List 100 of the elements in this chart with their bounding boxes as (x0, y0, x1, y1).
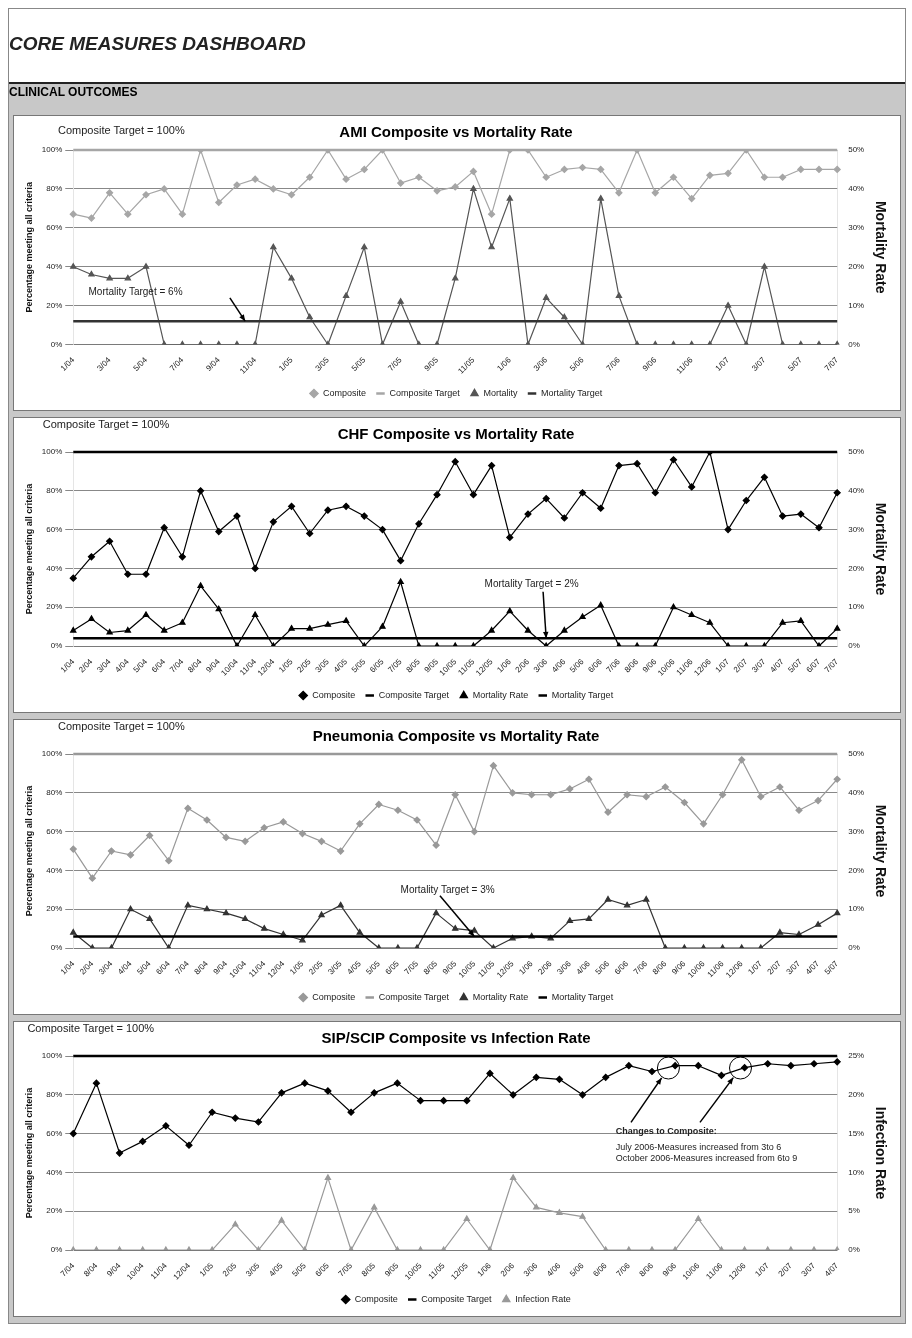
x-tick-label: 9/06 (660, 1260, 679, 1279)
text: CLINICAL OUTCOMES (9, 85, 138, 100)
x-tick-label: 7/04 (173, 958, 192, 977)
annotation: Mortality Target = 3% (400, 883, 495, 895)
y-tick-label: 100% (41, 145, 63, 155)
x-tick-label: 6/05 (368, 656, 386, 675)
x-tick-label: 4/04 (113, 656, 132, 675)
y2-tick-label: 20% (848, 261, 865, 271)
legend-label: Composite Target (378, 991, 450, 1002)
y-tick-label: 20% (46, 1206, 63, 1216)
x-tick-label: 3/06 (521, 1260, 540, 1279)
text: Composite Target = 100% (42, 417, 170, 430)
x-tick-label: 7/06 (631, 958, 650, 977)
y-tick-label: 80% (46, 1090, 63, 1100)
y-axis-title: Percentage meeting all criteria (23, 784, 34, 917)
y2-tick-label: 5% (848, 1206, 860, 1216)
y-axis-title: Percentage meeting all criteria (23, 180, 34, 313)
text: Composite Target = 100% (27, 1021, 155, 1034)
legend-label: Composite Target (389, 387, 461, 398)
y-tick-label: 80% (46, 486, 63, 496)
annotation: Mortality Target = 2% (484, 577, 579, 589)
chart-title: CHF Composite vs Mortality Rate (337, 425, 575, 443)
y2-tick-label: 50% (848, 447, 865, 457)
text: CORE MEASURES DASHBOARD (9, 32, 306, 54)
y2-tick-label: 10% (848, 1167, 865, 1177)
x-tick-label: 6/04 (149, 656, 168, 675)
x-tick-label: 7/05 (386, 656, 405, 675)
x-tick-label: 6/06 (612, 958, 631, 977)
x-tick-label: 4/04 (116, 958, 134, 977)
x-tick-label: 9/05 (440, 958, 459, 977)
x-tick-label: 7/04 (58, 1260, 77, 1279)
legend-label: Composite (312, 689, 356, 700)
x-tick-label: 6/05 (383, 958, 402, 977)
y2-tick-label: 20% (848, 865, 865, 875)
y-tick-label: 60% (46, 826, 63, 836)
y2-tick-label: 30% (848, 826, 865, 836)
x-tick-label: 4/06 (544, 1260, 563, 1279)
y-tick-label: 40% (46, 865, 63, 875)
chart-title: SIP/SCIP Composite vs Infection Rate (321, 1029, 591, 1047)
legend-label: Infection Rate (515, 1293, 571, 1304)
legend-label: Composite Target (421, 1293, 493, 1304)
x-tick-label: 6/06 (586, 656, 605, 675)
y2-tick-label: 50% (848, 145, 865, 155)
x-tick-label: 6/05 (313, 1260, 332, 1279)
x-tick-label: 7/05 (402, 958, 421, 977)
y-tick-label: 100% (41, 749, 63, 759)
y-tick-label: 20% (46, 602, 63, 612)
y2-tick-label: 0% (848, 641, 860, 651)
y-tick-label: 100% (41, 447, 63, 457)
legend-label: Composite (312, 991, 356, 1002)
y-tick-label: 40% (46, 563, 63, 573)
legend-label: Mortality Target (551, 689, 614, 700)
x-tick-label: 3/06 (531, 656, 550, 675)
x-tick-label: 7/04 (167, 355, 186, 373)
x-tick-label: 6/06 (591, 1260, 610, 1279)
x-tick-label: 4/06 (549, 656, 568, 675)
x-tick-label: 6/04 (154, 958, 173, 977)
y-tick-label: 20% (46, 300, 63, 310)
legend-label: Mortality Rate (472, 689, 529, 700)
x-tick-label: 7/05 (336, 1260, 355, 1279)
y-tick-label: 0% (50, 1245, 63, 1255)
y2-axis-title: Mortality Rate (872, 804, 889, 898)
annotation: Mortality Target = 6% (88, 285, 183, 297)
y-tick-label: 80% (46, 788, 63, 798)
x-tick-label: 4/06 (574, 958, 593, 977)
y2-tick-label: 15% (848, 1128, 865, 1138)
legend-label: Mortality Rate (472, 991, 529, 1002)
legend-label: Composite (354, 1293, 398, 1304)
y2-tick-label: 10% (848, 602, 865, 612)
legend-label: Mortality (483, 387, 519, 398)
y-tick-label: 20% (46, 904, 63, 914)
chart-title: Pneumonia Composite vs Mortality Rate (312, 727, 600, 745)
y2-tick-label: 30% (848, 222, 865, 232)
y-tick-label: 0% (50, 339, 63, 349)
y2-tick-label: 20% (848, 563, 865, 573)
y2-tick-label: 0% (848, 1245, 860, 1255)
y-axis-title: Percentage meeting all criteria (23, 482, 34, 615)
y2-tick-label: 40% (848, 486, 865, 496)
x-tick-label: 4/05 (331, 656, 350, 675)
y2-tick-label: 10% (848, 904, 865, 914)
legend-label: Mortality Target (541, 387, 603, 398)
text: Composite Target = 100% (57, 123, 185, 136)
y2-tick-label: 40% (848, 788, 865, 798)
text: Composite Target = 100% (57, 719, 185, 732)
x-tick-label: 4/05 (345, 958, 364, 977)
y2-tick-label: 50% (848, 749, 865, 759)
y-tick-label: 40% (46, 261, 63, 271)
y2-tick-label: 25% (848, 1051, 865, 1061)
x-tick-label: 7/04 (167, 656, 186, 675)
x-tick-label: 7/06 (614, 1260, 633, 1279)
x-tick-label: 4/05 (267, 1260, 285, 1279)
y2-axis-title: Infection Rate (872, 1106, 889, 1200)
chart-title: AMI Composite vs Mortality Rate (339, 123, 573, 141)
legend-label: Composite (322, 387, 366, 398)
y-axis-title: Percentage meeting all criteria (23, 1086, 34, 1219)
y2-tick-label: 20% (848, 1090, 865, 1100)
y-tick-label: 0% (50, 641, 63, 651)
x-tick-label: 7/06 (604, 656, 623, 675)
y2-axis-title: Mortality Rate (872, 502, 889, 596)
x-tick-label: 3/05 (313, 656, 332, 675)
